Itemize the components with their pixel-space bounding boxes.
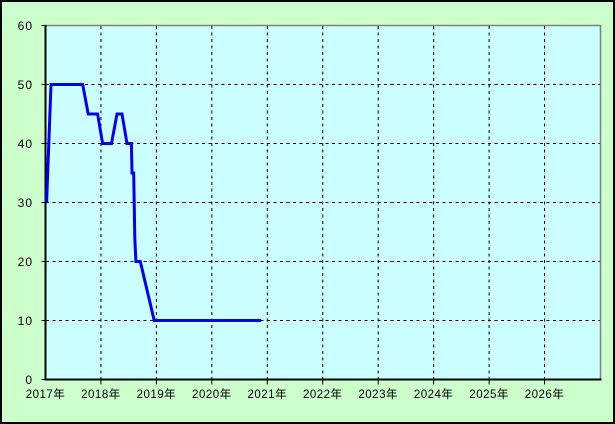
y-tick-label-30: 30 xyxy=(17,195,33,210)
x-tick-label-2020: 2020年 xyxy=(192,389,232,401)
y-tick-label-50: 50 xyxy=(17,77,33,92)
x-tick-label-2017: 2017年 xyxy=(25,389,66,401)
x-tick-label-2022: 2022年 xyxy=(302,389,343,401)
y-tick-label-0: 0 xyxy=(25,372,33,387)
x-tick-label-2018: 2018年 xyxy=(81,389,121,401)
y-tick-label-10: 10 xyxy=(17,313,33,328)
y-tick-label-60: 60 xyxy=(17,18,33,33)
x-tick-label-2026: 2026年 xyxy=(524,389,565,401)
x-tick-label-2024: 2024年 xyxy=(413,389,454,401)
x-tick-label-2023: 2023年 xyxy=(358,389,398,401)
y-tick-label-20: 20 xyxy=(17,254,33,269)
y-tick-label-40: 40 xyxy=(17,136,33,151)
x-tick-label-2021: 2021年 xyxy=(247,389,288,401)
x-tick-label-2025: 2025年 xyxy=(469,389,509,401)
data-line xyxy=(45,83,262,322)
x-tick-label-2019: 2019年 xyxy=(136,389,177,401)
